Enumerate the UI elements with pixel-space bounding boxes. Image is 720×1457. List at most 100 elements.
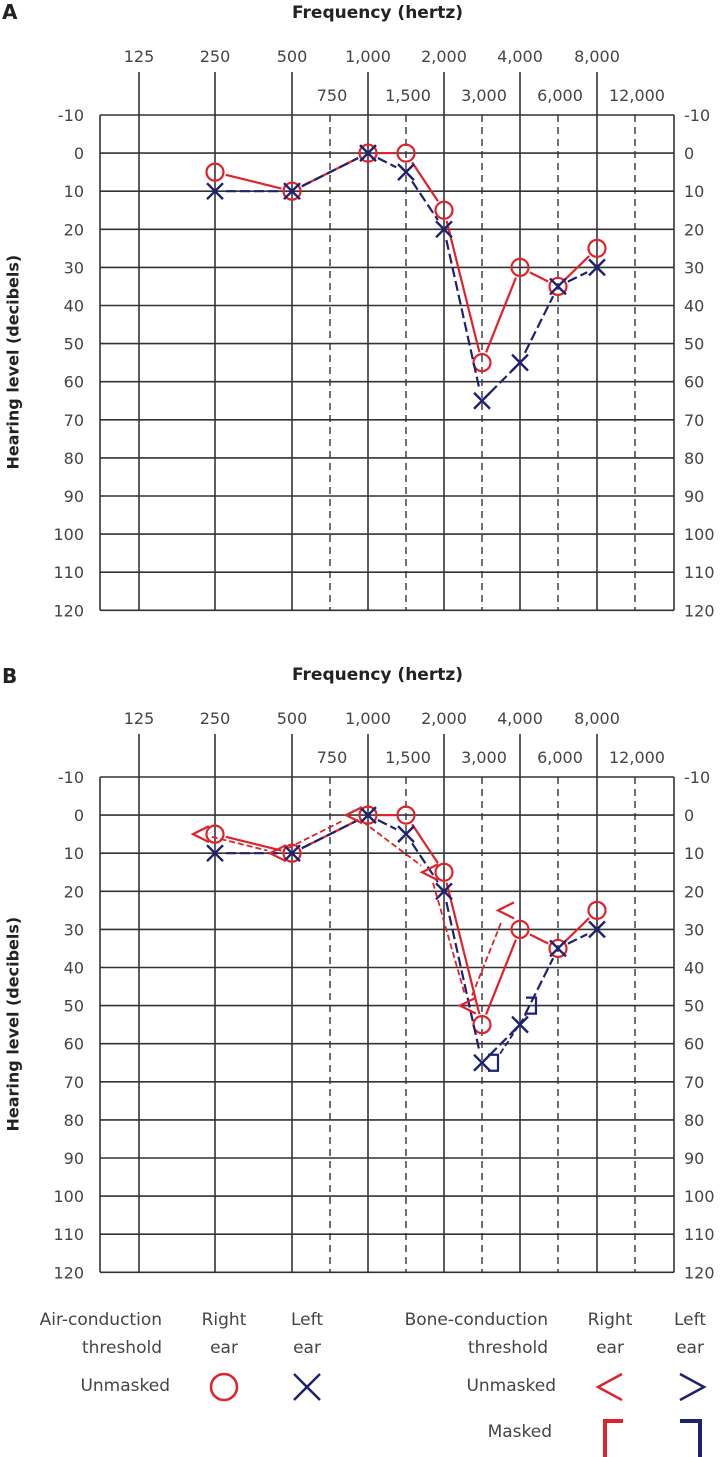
x-tick-top: 1,000 [345,709,391,728]
y-tick-left: 50 [64,997,84,1016]
series-line [488,369,514,394]
x-tick-mid: 6,000 [537,86,583,105]
series-line [565,917,590,942]
left-ear-x-icon [206,844,224,863]
legend-air-line1: Air-conduction [39,1310,162,1330]
series-line [411,842,439,883]
legend-bone-unmasked: Unmasked [466,1376,556,1396]
y-tick-right: 120 [684,1263,715,1282]
y-tick-left: 40 [64,297,84,316]
right-ear-bone-less-than-icon [190,825,210,844]
panel-b-label: B [2,664,18,688]
x-tick-mid: 6,000 [537,748,583,767]
series-line [377,819,397,831]
left-ear-x-icon [283,182,301,201]
y-tick-right: 80 [684,449,704,468]
legend-air-left-ear-line1: Left [291,1310,323,1330]
series-line [523,295,555,354]
y-tick-right: 50 [684,997,704,1016]
y-tick-right: 70 [684,1073,704,1092]
y-tick-right: 120 [684,601,715,620]
y-tick-left: 70 [64,411,84,430]
legend-bone-right-masked-bracket-icon [603,1419,623,1457]
legend-bone-line1: Bone-conduction [404,1310,548,1330]
legend-bone-left-ear-line2: ear [676,1338,704,1358]
legend-bone-line2: threshold [467,1338,548,1358]
right-ear-circle-icon [205,162,225,182]
legend-air-line2: threshold [81,1338,162,1358]
right-ear-circle-icon [434,862,454,882]
left-ear-x-icon [549,277,567,296]
y-tick-right: 70 [684,411,704,430]
panel-a-audiogram: -10 -10 0 0 10 10 20 20 30 30 40 40 50 50 60 60 70 70 80 80… [53,47,715,620]
y-tick-left: 10 [64,844,84,863]
y-tick-left: 80 [64,449,84,468]
y-tick-right: -10 [684,768,710,787]
x-tick-top: 8,000 [574,47,620,66]
right-ear-circle-icon [472,353,492,373]
series-line [567,933,588,945]
x-tick-top: 2,000 [421,709,467,728]
series-line [225,835,282,852]
series-line [362,820,422,867]
left-ear-x-icon [473,391,491,410]
series-line [225,173,282,190]
y-tick-left: 50 [64,335,84,354]
left-ear-x-icon [359,144,377,162]
y-tick-left: 30 [64,920,84,939]
y-tick-left: 80 [64,1111,84,1130]
left-ear-x-icon [435,882,453,901]
legend-air-left-x-icon [293,1373,321,1401]
y-tick-right: 0 [684,806,694,825]
y-tick-right: 80 [684,1111,704,1130]
legend-bone-left-masked-bracket-icon [680,1419,702,1457]
y-tick-left: -10 [58,768,84,787]
x-tick-top: 250 [200,47,231,66]
series-line [301,819,359,850]
right-ear-circle-icon [205,824,225,844]
y-tick-right: 40 [684,959,704,978]
y-tick-left: 20 [64,882,84,901]
right-ear-circle-icon [282,181,302,201]
series-line [488,1031,514,1056]
y-tick-right: 40 [684,297,704,316]
series-line [499,1014,527,1055]
series-line [565,255,590,280]
legend-bone-left-ear-line1: Left [674,1310,706,1330]
y-tick-left: 0 [74,144,84,163]
right-ear-bone-less-than-icon [419,863,439,882]
series-line [211,835,268,852]
x-tick-mid: 1,500 [385,748,431,767]
y-tick-left: 0 [74,806,84,825]
legend-bone-right-ear-line1: Right [587,1310,633,1330]
right-ear-circle-icon [510,257,530,277]
x-tick-top: 125 [124,47,155,66]
x-tick-top: 4,000 [497,47,543,66]
panel-b-x-axis-title: Frequency (hertz) [292,665,463,685]
left-ear-x-icon [397,825,415,843]
panel-b-audiogram: -10 -10 0 0 10 10 20 20 30 30 40 40 50 50 60 60 70 70 80 80… [53,709,715,1282]
legend-bone-right-ear-line2: ear [596,1338,624,1358]
series-line [567,271,588,283]
x-tick-mid: 3,000 [461,86,507,105]
x-tick-mid: 750 [317,748,348,767]
right-ear-circle-icon [510,919,530,939]
x-tick-top: 500 [277,47,308,66]
legend-air-right-ear-line1: Right [201,1310,247,1330]
y-tick-right: 100 [684,525,715,544]
left-ear-x-icon [473,1053,491,1072]
y-tick-right: 60 [684,1035,704,1054]
x-tick-top: 2,000 [421,47,467,66]
left-ear-x-icon [588,920,606,939]
x-tick-mid: 3,000 [461,748,507,767]
right-ear-bone-less-than-icon [457,996,477,1015]
y-tick-right: 30 [684,258,704,277]
legend-bone-masked: Masked [487,1422,552,1442]
x-tick-top: 500 [277,709,308,728]
right-ear-circle-icon [472,1015,492,1035]
legend-air-right-ear-line2: ear [210,1338,238,1358]
x-tick-top: 4,000 [497,709,543,728]
right-ear-circle-icon [358,805,378,825]
y-tick-right: 10 [684,844,704,863]
series-line [377,157,397,169]
